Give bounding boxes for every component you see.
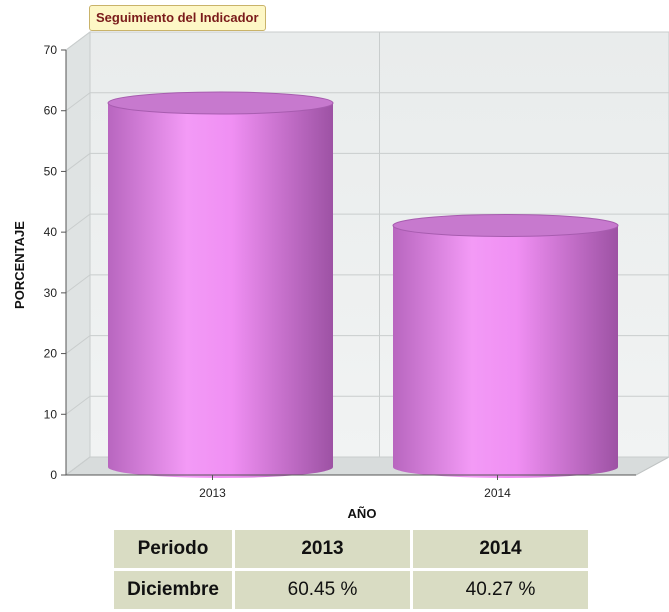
table-cell: 40.27 % (413, 571, 588, 609)
bars (107, 91, 619, 478)
table-header-cell: 2013 (235, 530, 410, 568)
y-tick-label: 30 (44, 286, 58, 300)
bar (107, 91, 334, 478)
y-tick-label: 70 (44, 43, 58, 57)
y-tick-label: 20 (44, 347, 58, 361)
bar-base (393, 456, 618, 478)
gridline (65, 213, 669, 233)
bar-top (392, 214, 619, 238)
x-axis-title: AÑO (348, 506, 377, 521)
y-axis-title: PORCENTAJE (12, 221, 27, 309)
bar-base (108, 456, 333, 478)
table-row: Diciembre 60.45 % 40.27 % (114, 571, 588, 609)
x-tick-label: 2014 (484, 486, 511, 500)
table-header-cell: Periodo (114, 530, 232, 568)
y-tick-label: 60 (44, 104, 58, 118)
table-cell: 60.45 % (235, 571, 410, 609)
gridline (65, 31, 669, 51)
y-tick-label: 40 (44, 225, 58, 239)
table-header-cell: 2014 (413, 530, 588, 568)
bar-body (393, 225, 618, 467)
side-wall (65, 31, 91, 476)
chart-title: Seguimiento del Indicador (89, 5, 266, 31)
gridline (65, 92, 669, 112)
y-tick-label: 50 (44, 164, 58, 178)
gridlines (65, 31, 669, 476)
y-tick-label: 0 (50, 468, 57, 482)
bar-chart: 0 10 20 30 40 50 60 70 2013 2014 PORCENTAJE AÑO (12, 31, 669, 521)
table-header-row: Periodo 2013 2014 (114, 530, 588, 568)
bar-body (108, 102, 333, 467)
table-cell: Diciembre (114, 571, 232, 609)
bar (392, 214, 619, 478)
gridline (65, 152, 669, 172)
y-axis: 0 10 20 30 40 50 60 70 (44, 43, 67, 482)
x-axis: 2013 2014 (66, 474, 636, 500)
bar-top (107, 91, 334, 115)
summary-table: Periodo 2013 2014 Diciembre 60.45 % 40.2… (111, 527, 591, 612)
x-tick-label: 2013 (199, 486, 226, 500)
y-tick-label: 10 (44, 407, 58, 421)
